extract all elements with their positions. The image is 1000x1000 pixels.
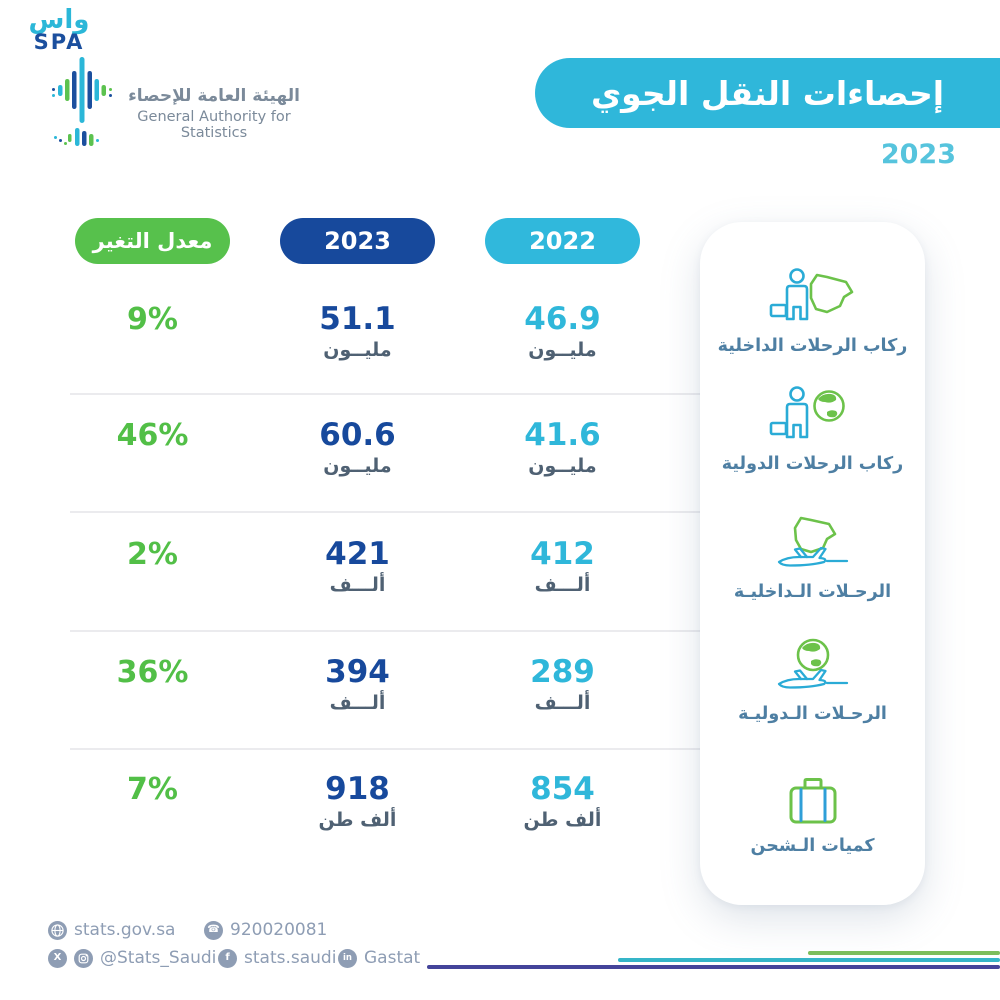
unit-2023: مليــون (323, 455, 392, 477)
domestic-passengers-icon (769, 268, 853, 321)
indicator-label: الرحـلات الـدوليـة (738, 704, 887, 724)
unit-2022: ألـــف (534, 574, 591, 596)
org-name-arabic: الهيئة العامة للإحصاء (128, 86, 300, 106)
cargo-icon (789, 778, 836, 824)
facebook-icon: f (218, 948, 237, 968)
instagram-icon (74, 948, 93, 968)
org-name-block: الهيئة العامة للإحصاء General Authority … (114, 86, 314, 141)
title-banner: إحصاءات النقل الجوي (535, 58, 1000, 128)
footer-linkedin: in Gastat (338, 948, 420, 968)
row-divider (70, 630, 706, 632)
value-2023: 60.6 (319, 417, 396, 453)
unit-2022: ألف طن (523, 809, 602, 831)
phone-icon: ☎ (204, 920, 223, 940)
table-row-domestic-flights: 2% 421 ألـــف 412 ألـــف (0, 537, 700, 637)
table-row-cargo: 7% 918 ألف طن 854 ألف طن (0, 772, 700, 872)
change-value: 2% (127, 537, 178, 572)
table-row-domestic-passengers: 9% 51.1 مليــون 46.9 مليــون (0, 302, 700, 402)
unit-2022: ألـــف (534, 692, 591, 714)
globe-icon (48, 920, 67, 940)
indicator-label: ركاب الرحلات الدولية (721, 454, 904, 474)
year-badge: 2023 (880, 139, 956, 170)
x-icon: X (48, 948, 67, 968)
value-2022: 854 (530, 771, 595, 807)
website-text: stats.gov.sa (74, 920, 176, 940)
unit-2023: ألـــف (329, 692, 386, 714)
row-divider (70, 393, 706, 395)
table-row-international-flights: 36% 394 ألـــف 289 ألـــف (0, 655, 700, 755)
indicator-international-flights: الرحـلات الـدوليـة (700, 632, 925, 724)
x-instagram-handle: @Stats_Saudi (100, 948, 217, 968)
decorative-line-purple (427, 965, 1000, 969)
spa-logo-arabic: واس (28, 5, 90, 35)
unit-2023: مليــون (323, 339, 392, 361)
international-flights-icon (777, 638, 848, 689)
domestic-flights-icon (777, 516, 848, 567)
unit-2023: ألف طن (318, 809, 397, 831)
value-2022: 41.6 (524, 417, 601, 453)
footer-website: stats.gov.sa (48, 920, 175, 940)
value-2023: 51.1 (319, 301, 396, 337)
row-divider (70, 748, 706, 750)
indicators-card: ركاب الرحلات الداخلية ركاب الرحلات الدول… (700, 222, 925, 905)
indicator-label: الرحـلات الـداخليـة (733, 582, 892, 602)
change-value: 46% (116, 418, 189, 453)
value-2022: 46.9 (524, 301, 601, 337)
indicator-domestic-flights: الرحـلات الـداخليـة (700, 510, 925, 602)
page-title: إحصاءات النقل الجوي (590, 73, 945, 113)
spa-logo: واس SPA (24, 5, 94, 54)
column-header-change-rate: معدل التغير (75, 218, 230, 264)
gastat-logo-icon (52, 57, 112, 146)
value-2023: 394 (325, 654, 390, 690)
linkedin-icon: in (338, 948, 357, 968)
international-passengers-icon (769, 386, 845, 439)
decorative-line-teal (618, 958, 1000, 962)
unit-2022: مليــون (528, 339, 597, 361)
unit-2023: ألـــف (329, 574, 386, 596)
facebook-handle: stats.saudi (244, 948, 337, 968)
value-2023: 918 (325, 771, 390, 807)
indicator-cargo: كميات الـشحن (700, 764, 925, 856)
change-value: 36% (116, 655, 189, 690)
row-divider (70, 511, 706, 513)
indicator-label: كميات الـشحن (750, 836, 875, 856)
unit-2022: مليــون (528, 455, 597, 477)
decorative-line-green (808, 951, 1000, 955)
indicator-international-passengers: ركاب الرحلات الدولية (700, 382, 925, 474)
table-row-international-passengers: 46% 60.6 مليــون 41.6 مليــون (0, 418, 700, 518)
footer-x-instagram: X @Stats_Saudi (48, 948, 216, 968)
change-value: 9% (127, 302, 178, 337)
value-2022: 412 (530, 536, 595, 572)
linkedin-handle: Gastat (364, 948, 421, 968)
column-header-2023: 2023 (280, 218, 435, 264)
phone-text: 920020081 (230, 920, 328, 940)
spa-logo-latin: SPA (33, 29, 85, 54)
value-2022: 289 (530, 654, 595, 690)
footer-phone: ☎ 920020081 (204, 920, 327, 940)
column-header-2022: 2022 (485, 218, 640, 264)
value-2023: 421 (325, 536, 390, 572)
change-value: 7% (127, 772, 178, 807)
org-name-english: General Authority for Statistics (137, 109, 291, 141)
indicator-label: ركاب الرحلات الداخلية (717, 336, 908, 356)
footer-facebook: f stats.saudi (218, 948, 336, 968)
indicator-domestic-passengers: ركاب الرحلات الداخلية (700, 264, 925, 356)
